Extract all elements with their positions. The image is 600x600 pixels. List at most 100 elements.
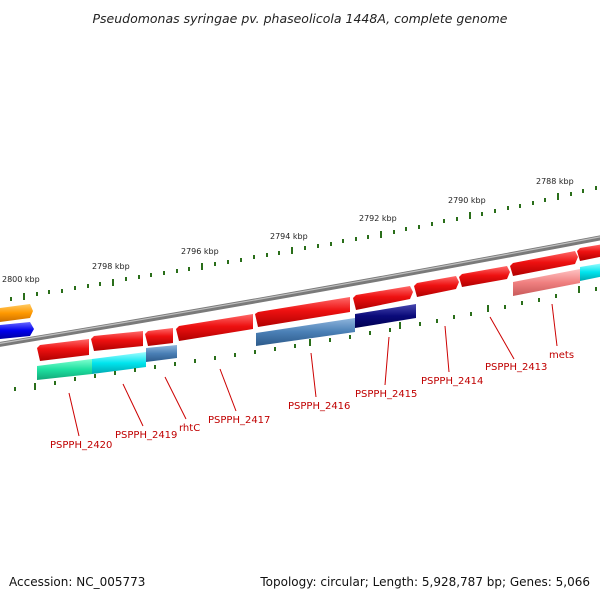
left-partial-features (0, 304, 34, 339)
tick-minor (369, 331, 371, 335)
tick-minor (125, 277, 127, 281)
tick-minor (470, 312, 472, 316)
tick-major (399, 322, 401, 329)
kbp-label: 2794 kbp (270, 232, 308, 241)
gene-arrow-pspph-2414[interactable] (414, 276, 459, 297)
tick-minor (504, 305, 506, 309)
gene-label-rhtc[interactable]: rhtC (179, 423, 200, 434)
tick-minor (532, 201, 534, 205)
tick-minor (214, 356, 216, 360)
tick-minor (507, 206, 509, 210)
tick-minor (342, 239, 344, 243)
tick-minor (48, 290, 50, 294)
gene-label-pspph-2414[interactable]: PSPPH_2414 (421, 376, 483, 387)
tick-minor (521, 301, 523, 305)
gene-label-pspph-2415[interactable]: PSPPH_2415 (355, 389, 417, 400)
tick-minor (253, 255, 255, 259)
tick-minor (87, 284, 89, 288)
feature-bar-cyan[interactable] (92, 352, 146, 374)
gene-label-pspph-2419[interactable]: PSPPH_2419 (115, 430, 177, 441)
feature-blue-partial[interactable] (0, 322, 34, 339)
tick-minor (544, 198, 546, 202)
tick-minor (317, 244, 319, 248)
gene-label-pspph-2416[interactable]: PSPPH_2416 (288, 401, 350, 412)
gene-arrow-partial-right[interactable] (577, 244, 600, 261)
tick-minor (456, 217, 458, 221)
kbp-label: 2790 kbp (448, 196, 486, 205)
callout-line-pspph-2420 (68, 392, 80, 437)
gene-labels: PSPPH_2420 PSPPH_2419 rhtC PSPPH_2417 PS… (50, 350, 574, 451)
tick-minor (405, 227, 407, 231)
tick-minor (431, 222, 433, 226)
tick-major (201, 263, 203, 270)
kbp-label: 2800 kbp (2, 275, 40, 284)
tick-minor (595, 186, 597, 190)
feature-orange-partial[interactable] (0, 304, 33, 322)
tick-minor (74, 377, 76, 381)
tick-minor (138, 275, 140, 279)
tick-minor (304, 246, 306, 250)
callout-line-rhtc (164, 376, 187, 420)
tick-minor (419, 322, 421, 326)
tick-minor (538, 298, 540, 302)
tick-minor (367, 235, 369, 239)
callout-line-pspph-2415 (384, 336, 390, 386)
gene-arrow-pspph-2415[interactable] (353, 286, 413, 310)
tick-minor (519, 204, 521, 208)
genome-backbone-highlight (0, 236, 600, 344)
callout-line-pspph-2416 (310, 352, 317, 398)
tick-major (309, 339, 311, 346)
map-title: Pseudomonas syringae pv. phaseolicola 14… (92, 11, 507, 26)
tick-minor (54, 381, 56, 385)
tick-major (380, 231, 382, 238)
tick-minor (595, 287, 597, 291)
forward-strand-genes (37, 244, 600, 361)
tick-minor (174, 362, 176, 366)
tick-minor (418, 225, 420, 229)
tick-minor (570, 192, 572, 196)
gene-callout-lines (68, 303, 558, 437)
tick-minor (61, 289, 63, 293)
gene-arrow-pspph-2419[interactable] (91, 331, 143, 351)
gene-arrow-mets[interactable] (510, 251, 578, 276)
gene-label-mets[interactable]: mets (549, 350, 574, 361)
feature-bar-steel-small[interactable] (146, 345, 177, 362)
tick-minor (278, 251, 280, 255)
tick-minor (494, 209, 496, 213)
tick-minor (254, 350, 256, 354)
tick-minor (355, 237, 357, 241)
tick-minor (150, 273, 152, 277)
feature-bar-teal[interactable] (37, 359, 92, 380)
feature-bar-steel-large[interactable] (256, 318, 355, 346)
callout-line-pspph-2413 (489, 316, 515, 360)
tick-minor (389, 328, 391, 332)
feature-bar-cyan-right[interactable] (580, 263, 600, 281)
tick-minor (194, 359, 196, 363)
tick-minor (227, 260, 229, 264)
callout-line-pspph-2414 (444, 325, 450, 373)
gene-arrow-pspph-2413[interactable] (459, 266, 510, 287)
feature-bar-salmon[interactable] (513, 269, 580, 296)
gene-label-pspph-2420[interactable]: PSPPH_2420 (50, 440, 112, 451)
kbp-label: 2796 kbp (181, 247, 219, 256)
feature-bar-navy[interactable] (355, 304, 416, 328)
gene-label-pspph-2413[interactable]: PSPPH_2413 (485, 362, 547, 373)
gene-arrow-pspph-2417[interactable] (176, 314, 253, 341)
tick-minor (176, 269, 178, 273)
outer-tick-ring (10, 186, 597, 301)
tick-minor (188, 267, 190, 271)
callout-line-pspph-2417 (219, 368, 237, 412)
tick-minor (329, 338, 331, 342)
kbp-label: 2798 kbp (92, 262, 130, 271)
tick-minor (294, 344, 296, 348)
tick-minor (349, 335, 351, 339)
feature-track (37, 263, 600, 380)
gene-arrow-pspph-2420[interactable] (37, 339, 89, 361)
tick-minor (99, 282, 101, 286)
gene-label-pspph-2417[interactable]: PSPPH_2417 (208, 415, 270, 426)
tick-minor (10, 297, 12, 301)
gene-arrow-rhtc[interactable] (145, 328, 173, 346)
tick-minor (14, 387, 16, 391)
gene-arrow-pspph-2416[interactable] (255, 297, 350, 327)
